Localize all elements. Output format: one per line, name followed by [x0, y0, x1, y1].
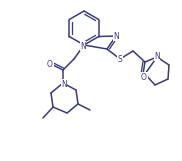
Text: O: O [141, 72, 147, 81]
Text: S: S [118, 55, 122, 63]
Text: N: N [61, 80, 67, 89]
Text: O: O [47, 60, 53, 68]
Text: N: N [113, 32, 119, 41]
Text: N: N [154, 52, 160, 61]
Text: N: N [80, 42, 86, 51]
